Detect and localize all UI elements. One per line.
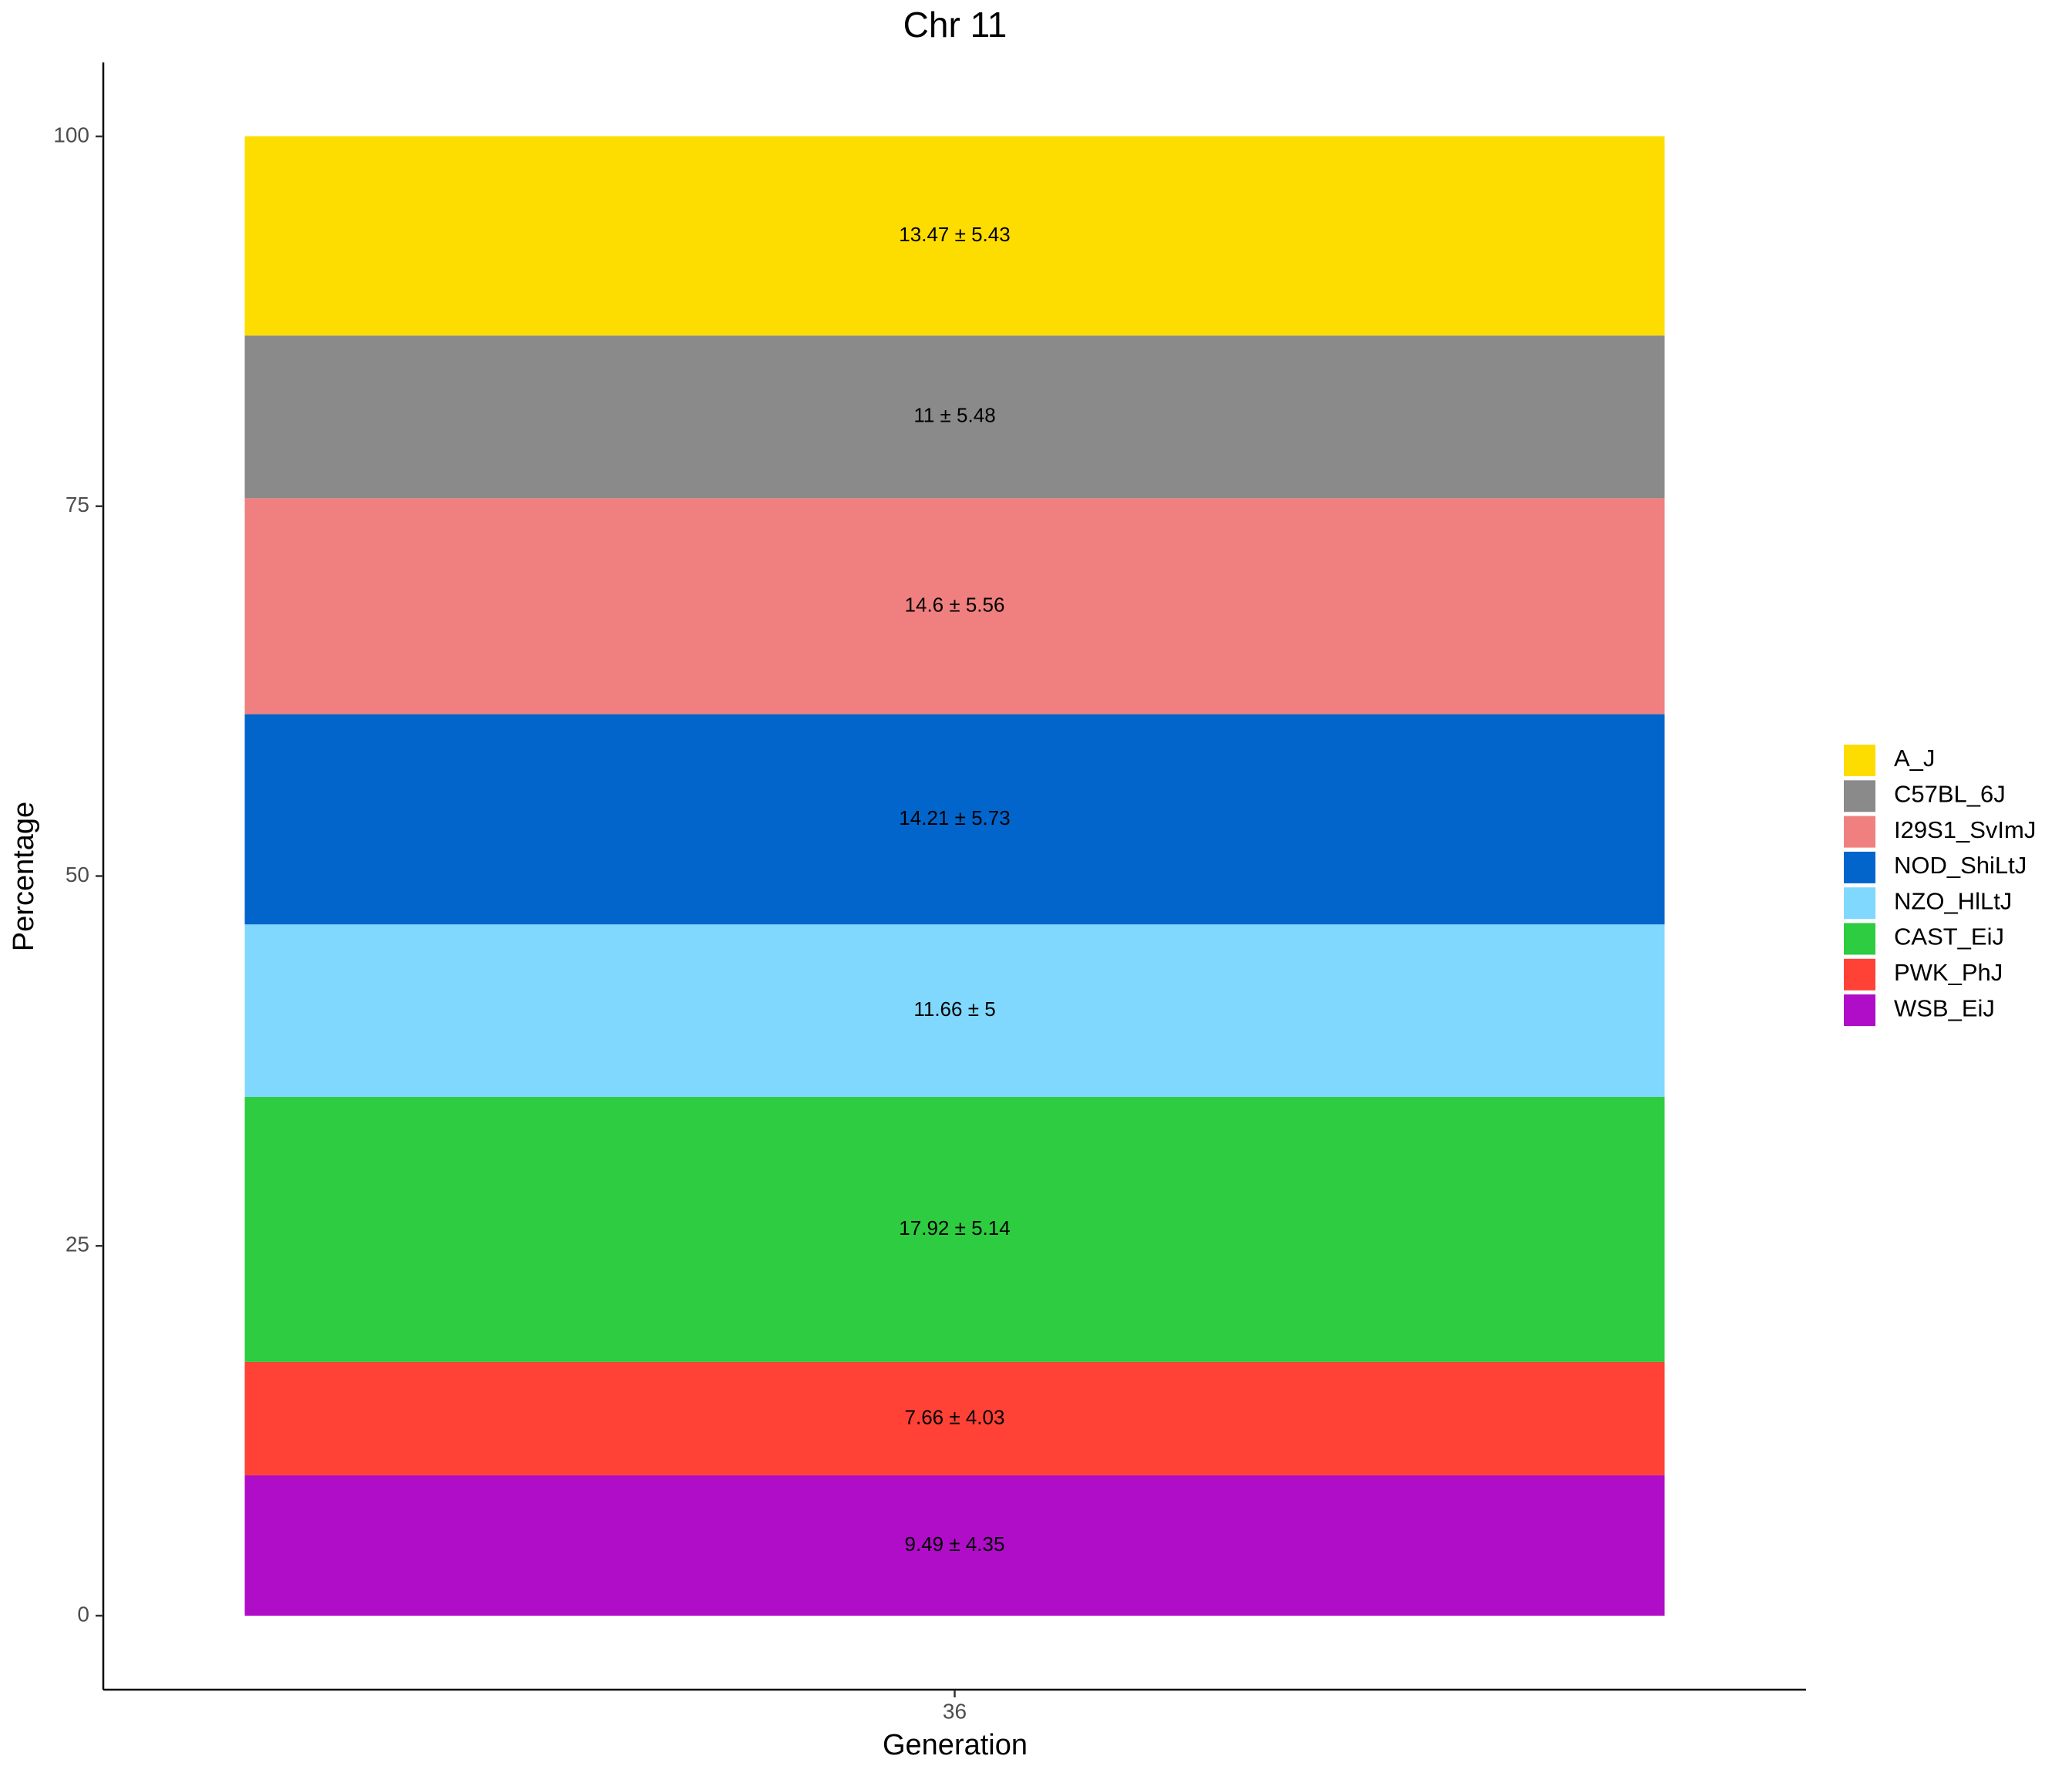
legend-label: WSB_EiJ [1894, 994, 1995, 1021]
value-label: 11.66 ± 5 [913, 997, 995, 1021]
legend-label: NZO_HlLtJ [1894, 887, 2012, 914]
y-axis-title: Percentage [8, 802, 40, 951]
bar-segment [244, 1097, 1665, 1362]
chart-title: Chr 11 [903, 5, 1007, 45]
value-label: 11 ± 5.48 [913, 404, 995, 427]
legend-key [1842, 993, 1877, 1028]
value-label: 14.21 ± 5.73 [899, 806, 1010, 829]
bar-segment [244, 136, 1665, 336]
legend-key [1842, 957, 1877, 992]
bar-segment [244, 1475, 1665, 1616]
y-tick-label: 25 [66, 1233, 89, 1256]
bar-segment [244, 1361, 1665, 1475]
bar-segment [244, 335, 1665, 499]
value-label: 14.6 ± 5.56 [905, 593, 1005, 616]
legend-key [1842, 779, 1877, 814]
value-label: 17.92 ± 5.14 [899, 1216, 1010, 1240]
legend-label: I29S1_SvImJ [1894, 816, 2036, 843]
bar-segment [244, 924, 1665, 1098]
x-tick-label: 36 [943, 1699, 967, 1723]
y-tick-label: 50 [66, 863, 89, 886]
legend-label: CAST_EiJ [1894, 923, 2004, 950]
value-label: 9.49 ± 4.35 [905, 1532, 1005, 1556]
legend-key [1842, 886, 1877, 921]
x-axis-title: Generation [883, 1729, 1028, 1761]
y-tick-label: 75 [66, 493, 89, 516]
y-tick-label: 0 [77, 1602, 89, 1626]
legend-key [1842, 921, 1877, 957]
value-label: 13.47 ± 5.43 [899, 223, 1010, 246]
value-label: 7.66 ± 4.03 [905, 1405, 1005, 1428]
legend-label: PWK_PhJ [1894, 959, 2003, 986]
legend-label: NOD_ShiLtJ [1894, 852, 2027, 879]
y-tick-label: 100 [53, 123, 89, 146]
bar-segment [244, 498, 1665, 715]
legend-key [1842, 743, 1877, 778]
legend-key [1842, 814, 1877, 849]
legend-label: A_J [1894, 745, 1935, 772]
legend-label: C57BL_6J [1894, 780, 2006, 807]
legend-key [1842, 849, 1877, 885]
bar-segment [244, 714, 1665, 925]
